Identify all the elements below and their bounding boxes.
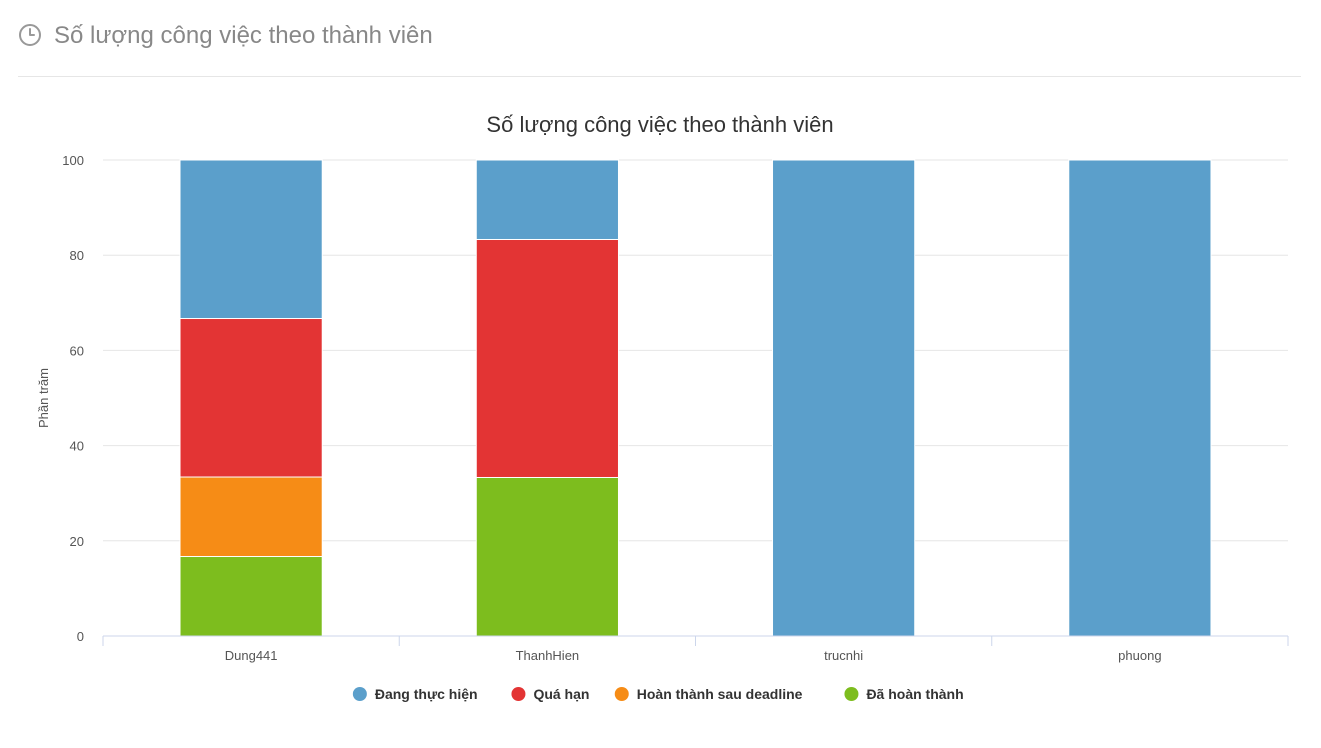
legend-marker bbox=[352, 687, 367, 701]
y-tick-label: 20 bbox=[70, 534, 84, 549]
bar-segment[interactable] bbox=[475, 159, 619, 240]
y-tick-label: 100 bbox=[62, 153, 84, 168]
legend-item[interactable]: Đã hoàn thành bbox=[844, 686, 964, 702]
y-axis-title: Phần trăm bbox=[36, 368, 51, 428]
panel-title: Số lượng công việc theo thành viên bbox=[54, 22, 433, 49]
y-tick-label: 60 bbox=[70, 343, 84, 358]
x-tick-label: Dung441 bbox=[225, 648, 278, 663]
bar-segment[interactable] bbox=[179, 318, 323, 478]
bar-segment[interactable] bbox=[475, 238, 619, 478]
x-tick-label: phuong bbox=[1118, 648, 1161, 663]
x-tick-label: trucnhi bbox=[824, 648, 863, 663]
x-tick-label: ThanhHien bbox=[516, 648, 580, 663]
legend-item[interactable]: Quá hạn bbox=[511, 686, 589, 702]
bar-segment[interactable] bbox=[179, 556, 323, 637]
legend-item[interactable]: Hoàn thành sau deadline bbox=[614, 686, 803, 702]
clock-icon bbox=[19, 24, 41, 46]
axes: 0 20 40 60 80 100 Dung441 ThanhHien trucnhi phuon… bbox=[62, 153, 1289, 663]
bar-segment[interactable] bbox=[475, 476, 619, 637]
legend-marker bbox=[614, 687, 629, 701]
legend-label[interactable]: Hoàn thành sau deadline bbox=[637, 686, 803, 702]
bar-segment[interactable] bbox=[179, 476, 323, 558]
legend-marker bbox=[844, 687, 859, 701]
y-tick-label: 0 bbox=[77, 629, 84, 644]
legend[interactable]: Đang thực hiện Quá hạn Hoàn thành sau dead… bbox=[352, 686, 964, 702]
bar-segment[interactable] bbox=[1068, 159, 1212, 637]
panel-header: Số lượng công việc theo thành viên bbox=[18, 18, 1301, 77]
bar-segment[interactable] bbox=[179, 159, 323, 320]
legend-item[interactable]: Đang thực hiện bbox=[352, 686, 478, 702]
bars bbox=[179, 159, 1212, 637]
legend-label[interactable]: Đã hoàn thành bbox=[866, 686, 963, 702]
y-tick-label: 40 bbox=[70, 439, 84, 454]
legend-label[interactable]: Đang thực hiện bbox=[375, 686, 478, 702]
legend-label[interactable]: Quá hạn bbox=[533, 686, 589, 702]
chart-title: Số lượng công việc theo thành viên bbox=[486, 112, 833, 137]
legend-marker bbox=[511, 687, 526, 701]
bar-segment[interactable] bbox=[772, 159, 916, 637]
y-tick-label: 80 bbox=[70, 248, 84, 263]
